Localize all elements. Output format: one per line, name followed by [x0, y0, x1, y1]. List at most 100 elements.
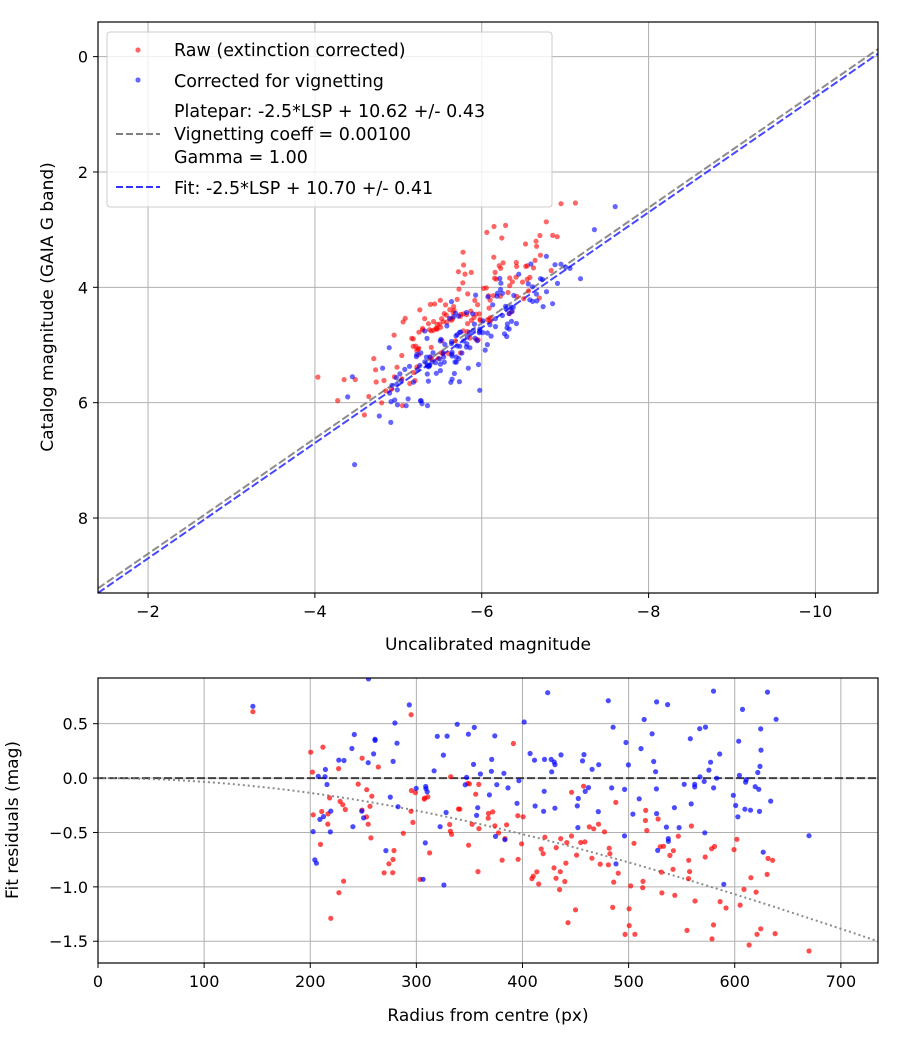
data-point	[563, 860, 569, 866]
data-point	[736, 772, 743, 779]
data-point	[610, 904, 616, 911]
data-point	[582, 788, 588, 795]
data-point	[550, 232, 556, 238]
data-point	[434, 325, 440, 331]
data-point	[754, 931, 760, 937]
data-point	[709, 936, 715, 942]
data-point	[746, 942, 752, 948]
data-point	[424, 335, 430, 341]
data-point	[456, 379, 462, 385]
data-point	[521, 719, 527, 725]
data-point	[504, 822, 510, 828]
data-point	[424, 403, 431, 409]
data-point	[441, 359, 447, 365]
data-point	[393, 375, 399, 381]
data-point	[688, 823, 695, 829]
data-point	[651, 758, 657, 765]
data-point	[422, 328, 428, 334]
data-point	[491, 254, 497, 260]
data-point	[752, 784, 758, 790]
data-point	[365, 821, 371, 827]
data-point	[394, 387, 400, 393]
data-point	[655, 816, 661, 822]
data-point	[455, 313, 462, 319]
y-tick-label: −1.5	[49, 932, 88, 951]
data-point	[309, 769, 315, 775]
data-point	[390, 856, 396, 863]
data-point	[442, 302, 449, 308]
data-point	[595, 809, 601, 815]
data-point	[361, 412, 367, 418]
data-point	[449, 353, 455, 359]
data-point	[521, 296, 527, 302]
data-point	[359, 755, 365, 761]
data-point	[383, 848, 389, 854]
data-point	[486, 305, 492, 311]
data-point	[484, 229, 490, 235]
data-point	[519, 841, 525, 847]
data-point	[406, 363, 413, 369]
data-point	[427, 301, 433, 307]
data-point	[443, 312, 449, 318]
data-point	[609, 785, 615, 791]
data-point	[250, 709, 256, 715]
data-point	[471, 724, 477, 731]
data-point	[721, 881, 727, 887]
data-point	[468, 317, 475, 323]
data-point	[532, 257, 538, 263]
data-point	[773, 716, 779, 722]
data-point	[439, 316, 445, 322]
data-point	[480, 318, 486, 324]
data-point	[472, 297, 478, 303]
data-point	[477, 387, 483, 393]
legend-box	[106, 31, 553, 208]
data-point	[687, 869, 693, 875]
data-point	[655, 847, 661, 854]
data-point	[492, 316, 498, 322]
data-point	[454, 343, 460, 349]
data-point	[687, 736, 693, 742]
data-point	[532, 803, 538, 809]
data-point	[671, 805, 678, 811]
data-point	[475, 805, 481, 811]
data-point	[541, 756, 548, 763]
data-point	[714, 775, 720, 781]
bottom-panel: 0 100 200 300 400 500 600 700 0.5 0.0 −0.5 −1.0 −1.5…	[3, 667, 879, 1026]
legend-label-platepar-line2: Vignetting coeff = 0.00100	[174, 125, 411, 145]
data-point	[756, 786, 762, 792]
data-point	[537, 252, 544, 258]
data-point	[601, 829, 608, 835]
data-point	[806, 948, 812, 954]
data-point	[487, 322, 493, 328]
data-point	[397, 371, 403, 377]
data-point	[490, 302, 496, 308]
data-point	[510, 740, 516, 747]
data-point	[757, 763, 763, 770]
x-tick-label: 500	[613, 972, 644, 991]
data-point	[335, 398, 341, 404]
data-point	[433, 370, 439, 376]
data-point	[320, 814, 327, 820]
data-point	[660, 843, 667, 849]
data-point	[437, 338, 443, 344]
data-point	[368, 835, 374, 841]
data-point	[610, 724, 616, 730]
data-point	[391, 332, 397, 338]
data-point	[476, 781, 482, 788]
data-point	[692, 898, 698, 904]
data-point	[501, 770, 507, 776]
data-point	[551, 759, 557, 765]
data-point	[743, 777, 749, 783]
data-point	[636, 796, 642, 802]
data-point	[430, 350, 436, 356]
data-point	[394, 364, 400, 370]
data-point	[630, 811, 636, 817]
data-point	[473, 791, 479, 797]
data-point	[443, 809, 449, 816]
data-point	[701, 778, 707, 785]
data-point	[485, 815, 491, 821]
data-point	[455, 269, 461, 275]
data-point	[433, 667, 438, 672]
data-point	[410, 379, 417, 385]
